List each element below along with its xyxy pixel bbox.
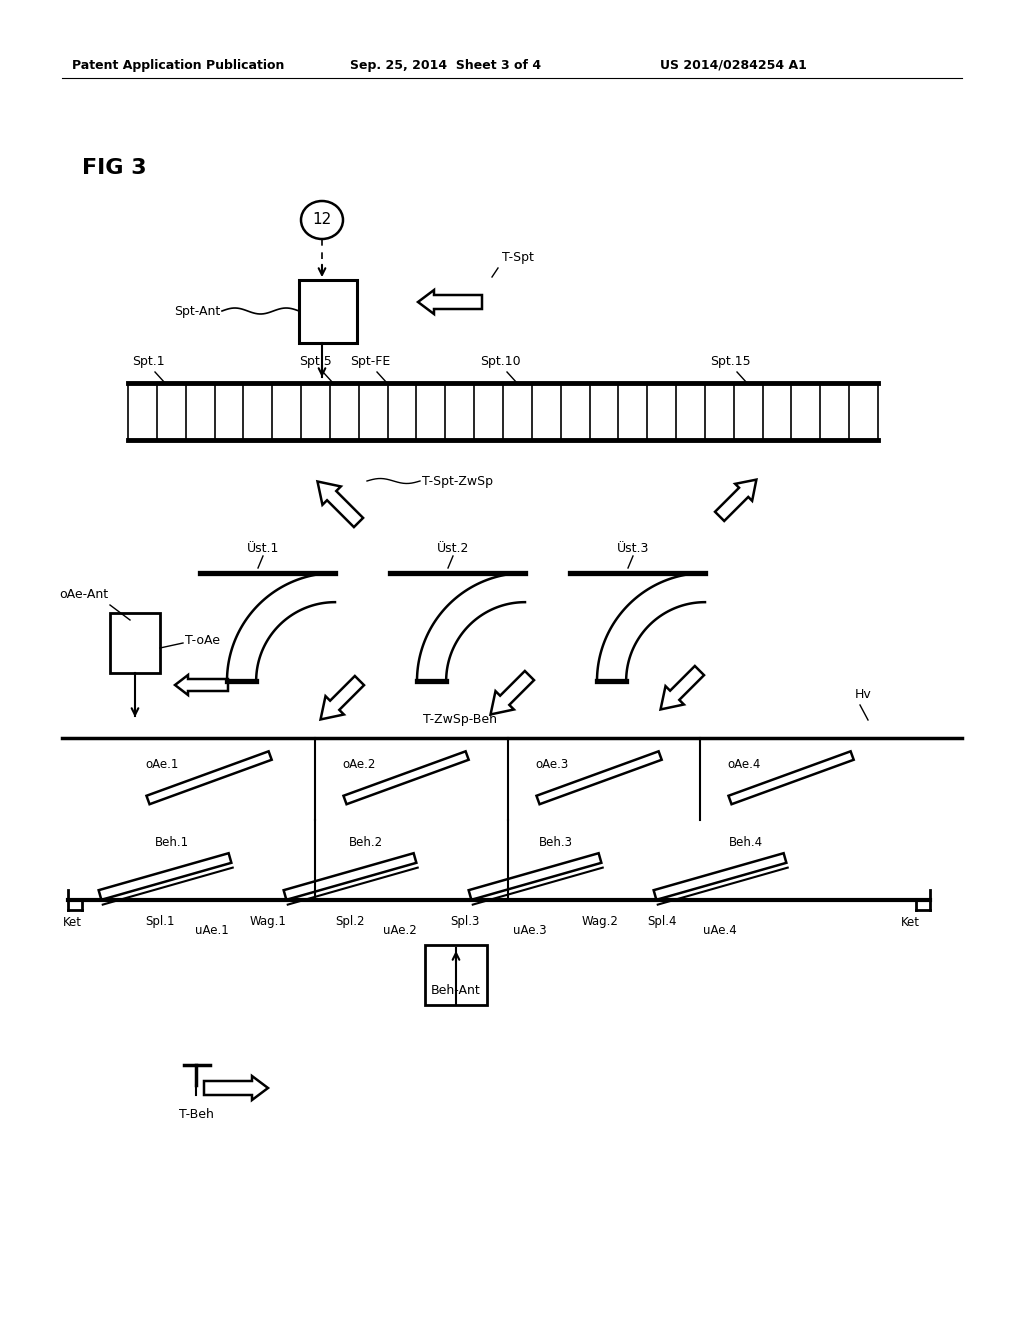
Text: Wag.1: Wag.1 — [250, 916, 287, 928]
Text: T-Spt: T-Spt — [502, 251, 534, 264]
Text: Spl.3: Spl.3 — [451, 916, 479, 928]
Polygon shape — [537, 751, 662, 804]
Text: Spt-FE: Spt-FE — [350, 355, 390, 368]
Text: uAe.3: uAe.3 — [513, 924, 547, 936]
Text: Ket: Ket — [900, 916, 920, 928]
Text: Spt-Ant: Spt-Ant — [174, 305, 220, 318]
Text: uAe.2: uAe.2 — [383, 924, 417, 936]
Text: oAe.4: oAe.4 — [727, 758, 761, 771]
Text: T-Beh: T-Beh — [178, 1109, 213, 1122]
Text: Spt.5: Spt.5 — [300, 355, 333, 368]
Bar — [299, 280, 357, 343]
Text: Spl.1: Spl.1 — [145, 916, 175, 928]
Text: T-Spt-ZwSp: T-Spt-ZwSp — [422, 474, 493, 487]
Text: uAe.4: uAe.4 — [703, 924, 737, 936]
Text: Üst.2: Üst.2 — [437, 541, 469, 554]
Text: T-ZwSp-Beh: T-ZwSp-Beh — [423, 714, 497, 726]
Bar — [425, 945, 487, 1005]
Polygon shape — [204, 1076, 268, 1100]
Text: US 2014/0284254 A1: US 2014/0284254 A1 — [660, 58, 807, 71]
Text: Sep. 25, 2014  Sheet 3 of 4: Sep. 25, 2014 Sheet 3 of 4 — [350, 58, 541, 71]
Polygon shape — [728, 751, 854, 804]
Text: Spl.4: Spl.4 — [647, 916, 677, 928]
Text: Beh.3: Beh.3 — [539, 837, 573, 850]
Text: T-oAe: T-oAe — [185, 634, 220, 647]
Text: Üst.1: Üst.1 — [247, 541, 280, 554]
Text: oAe.3: oAe.3 — [535, 758, 568, 771]
Polygon shape — [418, 290, 482, 314]
Text: Beh.2: Beh.2 — [349, 837, 383, 850]
Polygon shape — [317, 482, 364, 527]
Text: FIG 3: FIG 3 — [82, 158, 146, 178]
Text: Beh.1: Beh.1 — [155, 837, 189, 850]
Text: Beh-Ant: Beh-Ant — [431, 983, 481, 997]
Polygon shape — [490, 671, 535, 714]
Text: Hv: Hv — [855, 689, 871, 701]
Text: Spt.1: Spt.1 — [132, 355, 164, 368]
Polygon shape — [321, 676, 365, 719]
Text: oAe.1: oAe.1 — [145, 758, 178, 771]
Text: Wag.2: Wag.2 — [582, 916, 618, 928]
Polygon shape — [146, 751, 271, 804]
Polygon shape — [469, 853, 601, 900]
Text: Spt.10: Spt.10 — [479, 355, 520, 368]
Polygon shape — [98, 853, 231, 900]
Text: Ket: Ket — [62, 916, 82, 928]
Polygon shape — [343, 751, 469, 804]
Text: Spl.2: Spl.2 — [335, 916, 365, 928]
Polygon shape — [653, 853, 786, 900]
Polygon shape — [660, 667, 705, 709]
Polygon shape — [175, 675, 228, 696]
Text: oAe-Ant: oAe-Ant — [58, 589, 108, 602]
Polygon shape — [284, 853, 417, 900]
Text: uAe.1: uAe.1 — [196, 924, 229, 936]
Text: 12: 12 — [312, 213, 332, 227]
Text: Spt.15: Spt.15 — [710, 355, 751, 368]
Text: Patent Application Publication: Patent Application Publication — [72, 58, 285, 71]
Polygon shape — [715, 479, 757, 521]
Text: Beh.4: Beh.4 — [729, 837, 763, 850]
Text: Üst.3: Üst.3 — [616, 541, 649, 554]
Text: oAe.2: oAe.2 — [342, 758, 376, 771]
Bar — [110, 612, 160, 673]
